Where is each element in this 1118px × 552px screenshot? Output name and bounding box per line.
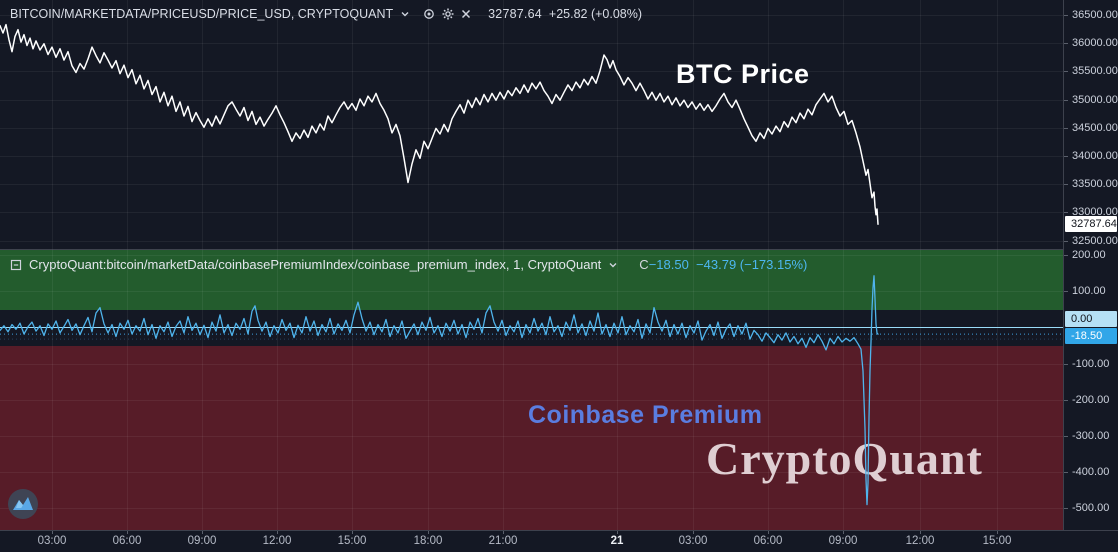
time-tick xyxy=(617,531,618,534)
price-tick: 35000.00 xyxy=(1064,94,1118,106)
premium-last-value: −18.50 xyxy=(648,257,689,272)
time-tick xyxy=(503,531,504,534)
time-tick xyxy=(202,531,203,534)
btc-legend: BITCOIN/MARKETDATA/PRICEUSD/PRICE_USD, C… xyxy=(10,7,642,21)
chevron-down-icon[interactable] xyxy=(608,260,618,270)
time-label: 12:00 xyxy=(905,535,935,547)
time-label: 18:00 xyxy=(413,535,443,547)
time-label: 09:00 xyxy=(187,535,217,547)
time-tick xyxy=(52,531,53,534)
btc-change: +25.82 (+0.08%) xyxy=(548,7,643,21)
settings-gear-icon[interactable] xyxy=(442,8,454,20)
time-label: 03:00 xyxy=(37,535,67,547)
premium-values: C−18.50 −43.79 (−173.15%) xyxy=(639,257,807,272)
price-tick: -400.00 xyxy=(1064,466,1109,478)
time-axis[interactable]: 03:00 06:00 09:00 12:00 15:00 18:00 21:00 21 03:… xyxy=(0,530,1118,552)
time-tick xyxy=(428,531,429,534)
btc-symbol-title[interactable]: BITCOIN/MARKETDATA/PRICEUSD/PRICE_USD, C… xyxy=(10,7,394,21)
time-label: 03:00 xyxy=(678,535,708,547)
time-label: 12:00 xyxy=(262,535,292,547)
time-tick xyxy=(920,531,921,534)
premium-indicator-title[interactable]: CryptoQuant:bitcoin/marketData/coinbaseP… xyxy=(29,257,602,272)
time-tick xyxy=(768,531,769,534)
price-tick: -100.00 xyxy=(1064,358,1109,370)
price-tick: 100.00 xyxy=(1064,285,1106,297)
price-tick: 200.00 xyxy=(1064,249,1106,261)
premium-negative-band xyxy=(0,346,1063,530)
cryptoquant-logo[interactable] xyxy=(5,486,41,527)
time-tick xyxy=(277,531,278,534)
time-label: 15:00 xyxy=(982,535,1012,547)
time-label: 09:00 xyxy=(828,535,858,547)
time-tick xyxy=(693,531,694,534)
zero-level-label: 0.00 xyxy=(1065,311,1117,327)
time-label: 06:00 xyxy=(112,535,142,547)
price-tick: -300.00 xyxy=(1064,430,1109,442)
btc-price-line xyxy=(0,23,879,225)
price-tick: 36500.00 xyxy=(1064,9,1118,21)
price-tick: 34500.00 xyxy=(1064,122,1118,134)
price-tick: 34000.00 xyxy=(1064,150,1118,162)
btc-price-annotation: BTC Price xyxy=(676,59,810,89)
time-tick xyxy=(843,531,844,534)
price-tick: 33000.00 xyxy=(1064,206,1118,218)
time-label: 21 xyxy=(610,535,624,547)
premium-last-value-label: -18.50 xyxy=(1065,328,1117,344)
premium-positive-band xyxy=(0,250,1063,310)
time-tick xyxy=(352,531,353,534)
chevron-down-icon[interactable] xyxy=(400,9,410,19)
close-value-prefix: C xyxy=(639,257,649,272)
close-icon[interactable] xyxy=(461,9,471,19)
time-label: 06:00 xyxy=(753,535,783,547)
chart-canvas[interactable] xyxy=(0,0,1063,530)
price-tick: 32500.00 xyxy=(1064,235,1118,247)
price-tick: 36000.00 xyxy=(1064,37,1118,49)
time-tick xyxy=(127,531,128,534)
coinbase-premium-line xyxy=(0,275,879,506)
collapse-icon[interactable] xyxy=(10,259,22,271)
price-axis[interactable]: 36500.00 36000.00 35500.00 35000.00 34500.00… xyxy=(1063,0,1118,530)
btc-last-price: 32787.64 xyxy=(488,7,542,21)
coinbase-premium-annotation: Coinbase Premium xyxy=(528,401,763,429)
time-tick xyxy=(997,531,998,534)
cryptoquant-watermark: CryptoQuant xyxy=(706,433,983,484)
visibility-icon[interactable] xyxy=(423,8,435,20)
price-tick: -500.00 xyxy=(1064,502,1109,514)
pane-separator[interactable] xyxy=(0,249,1118,250)
time-label: 15:00 xyxy=(337,535,367,547)
price-tick: -200.00 xyxy=(1064,394,1109,406)
price-tick: 33500.00 xyxy=(1064,178,1118,190)
time-label: 21:00 xyxy=(488,535,518,547)
price-tick: 35500.00 xyxy=(1064,65,1118,77)
premium-change: −43.79 (−173.15%) xyxy=(696,257,808,272)
btc-last-price-label: 32787.64 xyxy=(1065,216,1117,232)
premium-legend: CryptoQuant:bitcoin/marketData/coinbaseP… xyxy=(10,257,807,272)
